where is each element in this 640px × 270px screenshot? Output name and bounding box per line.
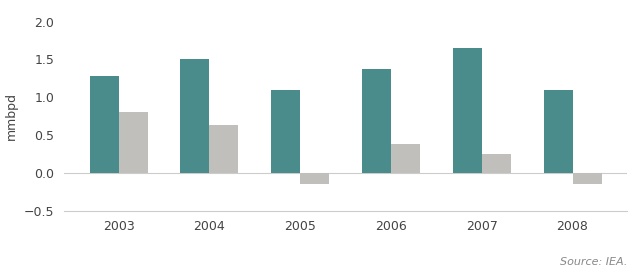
Bar [300,173,329,184]
Bar [482,154,511,173]
Bar [180,59,209,173]
Text: Source: IEA.: Source: IEA. [560,257,627,267]
Bar [90,76,118,173]
Bar [209,125,239,173]
Bar [391,144,420,173]
Bar [543,90,573,173]
Bar [362,69,391,173]
Bar [452,48,482,173]
Bar [573,173,602,184]
Bar [271,90,300,173]
Bar [118,112,148,173]
Y-axis label: mmbpd: mmbpd [5,92,18,140]
